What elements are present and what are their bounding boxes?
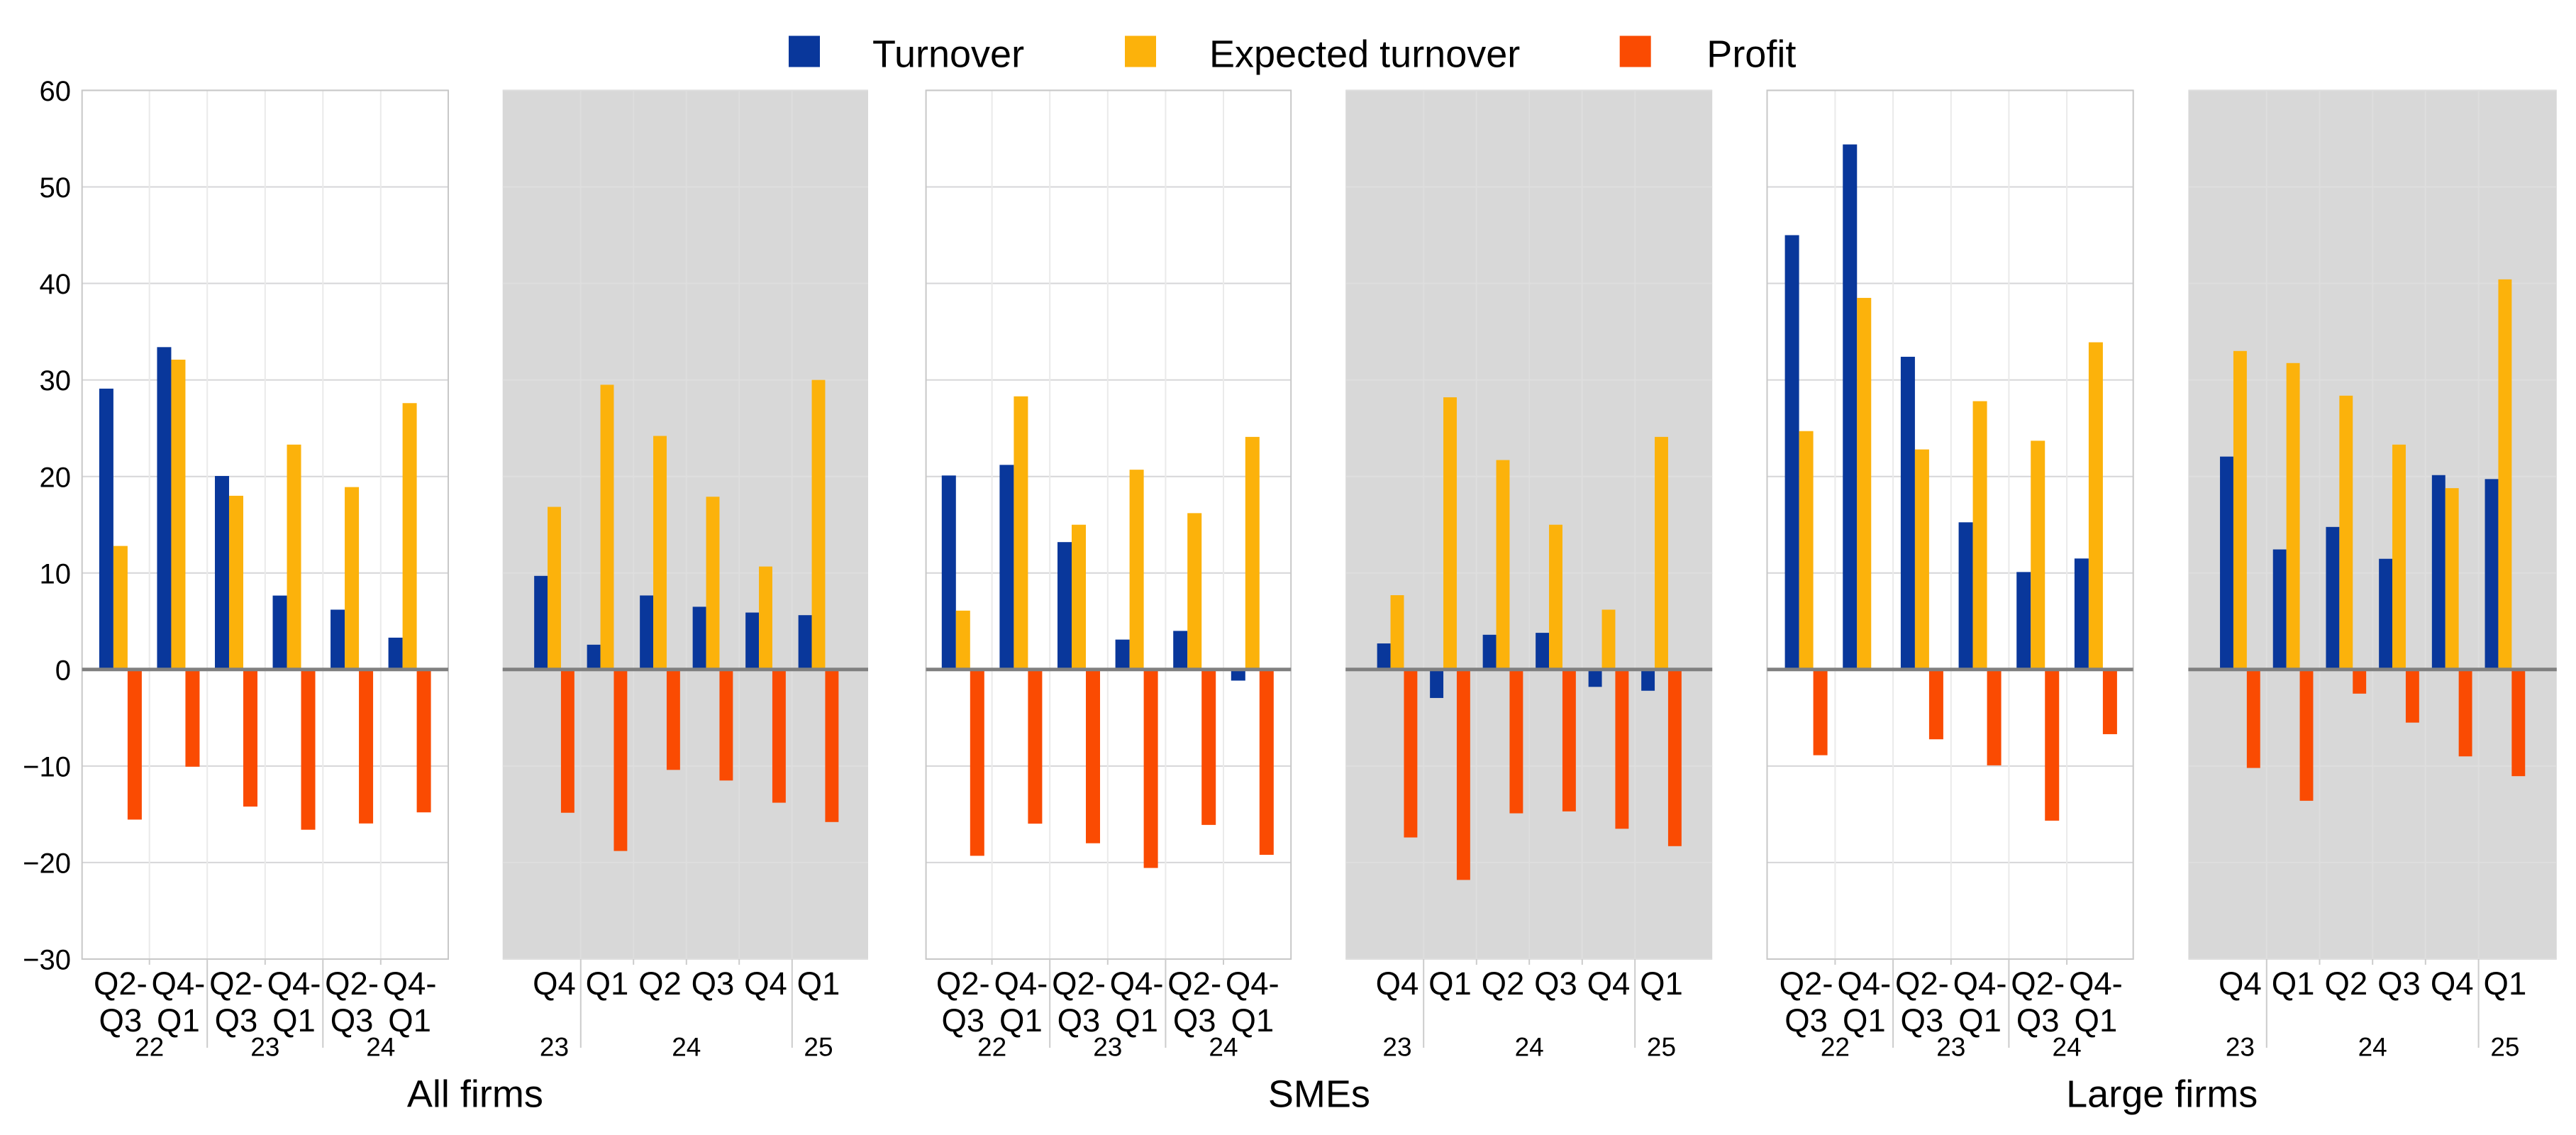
- svg-text:Q3: Q3: [692, 965, 735, 1002]
- svg-text:23: 23: [1382, 1033, 1411, 1062]
- svg-text:24: 24: [1209, 1033, 1238, 1062]
- svg-text:Q4: Q4: [533, 965, 576, 1002]
- svg-text:Q3: Q3: [331, 1002, 374, 1039]
- svg-text:23: 23: [250, 1033, 279, 1062]
- svg-text:24: 24: [1515, 1033, 1544, 1062]
- svg-text:Q1: Q1: [272, 1002, 316, 1039]
- svg-text:Q3: Q3: [99, 1002, 143, 1039]
- svg-text:24: 24: [2053, 1033, 2082, 1062]
- svg-text:23: 23: [1093, 1033, 1122, 1062]
- svg-text:SMEs: SMEs: [1268, 1073, 1370, 1116]
- svg-text:Q4-: Q4-: [1953, 965, 2007, 1002]
- svg-text:22: 22: [977, 1033, 1006, 1062]
- svg-text:Q4-: Q4-: [1110, 965, 1164, 1002]
- svg-text:25: 25: [2490, 1033, 2519, 1062]
- svg-text:23: 23: [540, 1033, 569, 1062]
- svg-text:Q4: Q4: [1587, 965, 1631, 1002]
- svg-text:Q4-: Q4-: [383, 965, 437, 1002]
- svg-text:Q4-: Q4-: [267, 965, 321, 1002]
- svg-text:Q2: Q2: [2324, 965, 2367, 1002]
- svg-text:−10: −10: [23, 752, 71, 783]
- svg-text:Q4-: Q4-: [151, 965, 205, 1002]
- svg-text:Q2-: Q2-: [1052, 965, 1106, 1002]
- svg-text:Q2-: Q2-: [209, 965, 263, 1002]
- svg-text:Q4-: Q4-: [1837, 965, 1891, 1002]
- svg-text:Q1: Q1: [1428, 965, 1472, 1002]
- svg-text:10: 10: [40, 558, 72, 589]
- svg-text:Expected turnover: Expected turnover: [1209, 33, 1520, 76]
- svg-text:Q4: Q4: [2431, 965, 2474, 1002]
- svg-text:Q3: Q3: [1784, 1002, 1828, 1039]
- svg-text:Q4-: Q4-: [2069, 965, 2123, 1002]
- svg-text:Large firms: Large firms: [2066, 1073, 2258, 1116]
- svg-text:Q2-: Q2-: [936, 965, 990, 1002]
- svg-text:Q1: Q1: [157, 1002, 200, 1039]
- svg-text:Q4-: Q4-: [994, 965, 1048, 1002]
- svg-text:Q3: Q3: [2377, 965, 2421, 1002]
- svg-text:Q4-: Q4-: [1226, 965, 1279, 1002]
- svg-text:20: 20: [40, 462, 72, 493]
- svg-text:Q1: Q1: [586, 965, 629, 1002]
- svg-text:24: 24: [2358, 1033, 2387, 1062]
- svg-text:Q1: Q1: [1115, 1002, 1158, 1039]
- svg-text:60: 60: [40, 76, 72, 107]
- svg-text:Q3: Q3: [1901, 1002, 1944, 1039]
- svg-text:Q4: Q4: [744, 965, 787, 1002]
- svg-text:Q1: Q1: [1958, 1002, 2002, 1039]
- svg-text:23: 23: [1936, 1033, 1965, 1062]
- svg-text:Q3: Q3: [2016, 1002, 2060, 1039]
- svg-text:Q3: Q3: [1534, 965, 1577, 1002]
- svg-text:Q2-: Q2-: [1895, 965, 1949, 1002]
- svg-text:Q1: Q1: [2484, 965, 2527, 1002]
- svg-text:Q4: Q4: [1376, 965, 1419, 1002]
- svg-text:22: 22: [1821, 1033, 1850, 1062]
- svg-text:Q1: Q1: [2272, 965, 2315, 1002]
- svg-text:Q1: Q1: [388, 1002, 431, 1039]
- svg-text:Q2: Q2: [1482, 965, 1525, 1002]
- svg-text:Q1: Q1: [999, 1002, 1043, 1039]
- svg-text:Q3: Q3: [215, 1002, 258, 1039]
- svg-text:Q2-: Q2-: [94, 965, 148, 1002]
- svg-text:−30: −30: [23, 945, 71, 976]
- svg-text:50: 50: [40, 172, 72, 204]
- svg-text:Q2-: Q2-: [2011, 965, 2065, 1002]
- svg-text:Q2-: Q2-: [1167, 965, 1221, 1002]
- svg-text:40: 40: [40, 269, 72, 300]
- svg-text:Q3: Q3: [1057, 1002, 1101, 1039]
- svg-text:All firms: All firms: [407, 1073, 543, 1116]
- svg-text:Q2: Q2: [638, 965, 682, 1002]
- svg-text:Q1: Q1: [797, 965, 840, 1002]
- svg-text:Q1: Q1: [2075, 1002, 2118, 1039]
- svg-text:Q3: Q3: [1173, 1002, 1216, 1039]
- svg-text:Q1: Q1: [1843, 1002, 1886, 1039]
- svg-text:Q4: Q4: [2219, 965, 2262, 1002]
- svg-text:23: 23: [2226, 1033, 2255, 1062]
- svg-text:Q3: Q3: [941, 1002, 984, 1039]
- svg-text:25: 25: [804, 1033, 833, 1062]
- svg-text:0: 0: [55, 655, 71, 686]
- svg-text:24: 24: [672, 1033, 701, 1062]
- svg-text:Profit: Profit: [1706, 33, 1796, 76]
- svg-text:Q2-: Q2-: [325, 965, 379, 1002]
- svg-text:Q1: Q1: [1231, 1002, 1274, 1039]
- svg-text:Q2-: Q2-: [1780, 965, 1833, 1002]
- svg-text:22: 22: [135, 1033, 164, 1062]
- svg-text:Turnover: Turnover: [872, 33, 1024, 76]
- svg-text:25: 25: [1647, 1033, 1676, 1062]
- svg-text:−20: −20: [23, 848, 71, 880]
- svg-text:30: 30: [40, 365, 72, 397]
- svg-text:Q1: Q1: [1640, 965, 1683, 1002]
- svg-text:24: 24: [366, 1033, 395, 1062]
